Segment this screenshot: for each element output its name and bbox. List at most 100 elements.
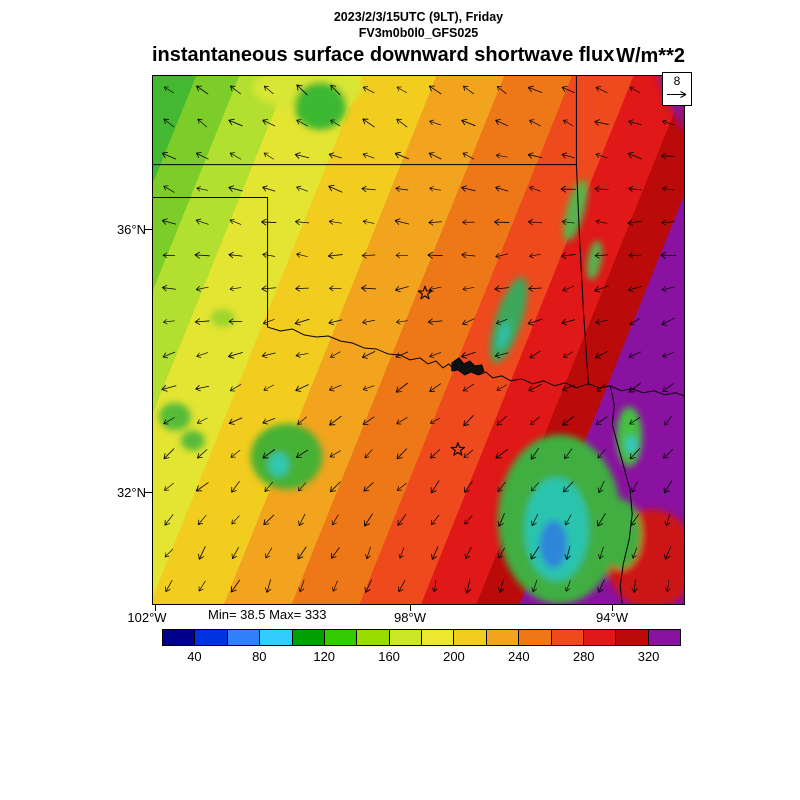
wind-arrow [461,251,476,259]
wind-arrow [664,513,671,527]
wind-arrow [662,383,674,392]
wind-arrow [530,447,540,460]
lat-tick-36n [144,229,152,230]
wind-arrow [394,218,410,225]
wind-arrow [195,285,209,292]
wind-arrow [661,286,675,292]
wind-arrow [329,450,341,458]
wind-arrow [561,384,575,392]
colorbar-segment [357,630,390,645]
wind-arrow [228,185,243,192]
wind-arrow [495,153,508,159]
wind-arrow [431,546,439,560]
wind-arrow [561,86,575,94]
wind-arrow [660,251,676,259]
lon-label-94w: 94°W [596,610,628,625]
wind-arrow [328,319,343,326]
wind-arrow [429,352,441,358]
colorbar-segment [260,630,293,645]
wind-arrow [329,285,342,292]
wind-arrow [530,546,540,560]
colorbar-tick-label: 240 [507,649,530,664]
colorbar-tick-label: 160 [378,649,400,664]
wind-arrow [361,185,376,193]
wind-arrow [594,285,609,293]
wind-arrow [627,219,643,226]
wind-arrow [663,480,673,494]
wind-arrow [595,319,608,325]
colorbar-segment [163,630,196,645]
wind-arrow [298,513,306,527]
wind-arrow [663,448,674,459]
wind-arrow [561,219,575,225]
wind-arrow [462,286,475,292]
wind-arrow [630,514,639,526]
wind-arrow [628,351,642,359]
wind-arrow [498,547,505,559]
colorbar-segment [519,630,552,645]
wind-arrow [531,579,538,593]
wind-arrow [229,286,242,292]
wind-arrow [629,86,640,94]
wind-arrow [461,351,476,359]
wind-arrow [661,317,675,326]
wind-arrow [163,319,175,325]
wind-arrow [495,119,509,127]
colorbar-tick-labels: 40 80 120 160 200 240 280 320 [162,649,681,665]
wind-arrow [329,481,341,493]
wind-arrow [629,417,641,425]
colorbar-segment [648,630,680,645]
wind-arrow [627,286,642,293]
wind-arrow [197,118,207,128]
lake-texoma [451,357,485,376]
wind-arrow [295,285,309,292]
lon-label-98w: 98°W [394,610,426,625]
wind-arrow [196,417,208,425]
min-max-stats: Min= 38.5 Max= 333 [208,607,327,622]
lon-tick-98w [410,605,411,611]
wind-arrow [162,351,176,359]
wind-arrow [395,185,409,192]
wind-arrow [629,448,640,460]
wind-arrow [363,482,374,492]
wind-arrow [295,384,309,392]
wind-arrow [497,579,505,593]
wind-arrow [329,415,342,426]
wind-arrow [295,352,309,358]
wind-arrow [231,546,239,560]
wind-arrow [631,547,638,559]
wind-arrow [562,285,574,292]
wind-arrow [263,514,275,526]
wind-arrow [428,219,442,226]
wind-arrow [231,481,240,493]
wind-arrow [296,119,308,127]
wind-arrow [629,318,640,325]
wind-arrow [631,481,638,493]
lon-label-102w: 102°W [127,610,167,625]
wind-arrow [196,352,209,358]
wind-arrow [362,86,375,94]
wind-arrow [364,449,373,459]
colorbar-segment [227,630,261,645]
wind-arrow [263,384,274,391]
colorbar-segment [324,630,358,645]
wind-arrow [194,318,210,325]
wind-arrow [262,319,275,325]
colorbar-tick-label: 280 [572,649,595,664]
wind-arrow [529,185,541,192]
wind-arrow [662,119,674,126]
wind-arrow [462,152,475,160]
wind-arrow [330,351,341,358]
wind-arrow [196,85,209,95]
wind-arrow [495,185,509,192]
wind-arrow [494,218,510,226]
wind-arrow [597,579,605,593]
wind-arrow [360,284,377,292]
wind-arrow [361,351,376,359]
wind-arrow [594,252,609,259]
wind-arrow [560,185,576,193]
wind-arrow [362,319,375,325]
wind-arrow [564,448,573,460]
wind-arrow [496,85,507,95]
wind-arrow [496,384,507,391]
